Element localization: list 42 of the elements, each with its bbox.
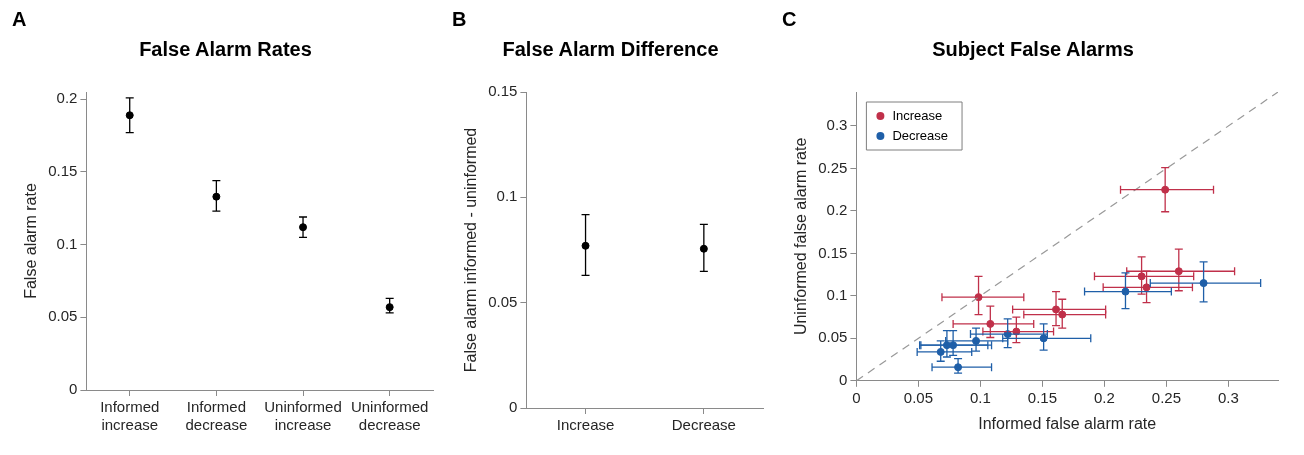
chart-title: False Alarm Rates — [139, 37, 312, 60]
y-tick-label: 0.2 — [826, 201, 848, 219]
x-tick-label: Decrease — [671, 416, 736, 434]
x-tick-label: Informed increase — [100, 398, 160, 434]
y-tick-label: 0.05 — [818, 328, 848, 346]
y-axis-title: Uninformed false alarm rate — [792, 137, 810, 336]
y-axis-title: False alarm rate — [22, 183, 40, 299]
x-tick-label: 0.1 — [969, 388, 991, 406]
y-tick-label: 0.05 — [48, 307, 78, 325]
x-tick-label: Uninformed decrease — [350, 398, 429, 434]
x-tick-label: Informed decrease — [185, 398, 248, 434]
legend-label: Increase — [892, 107, 943, 123]
y-tick-label: 0.2 — [56, 89, 78, 107]
point — [125, 111, 134, 120]
y-tick-label: 0.15 — [488, 82, 518, 100]
y-tick-label: 0.25 — [818, 158, 848, 176]
x-tick-label: Uninformed increase — [264, 398, 342, 434]
x-tick-label: 0 — [852, 388, 861, 406]
y-axis-title: False alarm informed - uninformed — [462, 127, 480, 373]
x-axis-title: Informed false alarm rate — [978, 414, 1157, 432]
point — [212, 192, 221, 201]
text: C — [782, 8, 797, 31]
chart-title: Subject False Alarms — [932, 37, 1134, 60]
chart-title: False Alarm Difference — [502, 37, 719, 60]
y-tick-label: 0 — [839, 370, 848, 388]
y-tick-label: 0.15 — [818, 243, 848, 261]
x-tick-label: 0.3 — [1217, 388, 1239, 406]
y-tick-label: 0.3 — [826, 116, 848, 134]
y-tick-label: 0.15 — [48, 162, 78, 180]
text: A — [12, 8, 27, 31]
y-tick-label: 0.1 — [56, 234, 78, 252]
y-tick-label: 0.1 — [496, 187, 518, 205]
y-tick-label: 0.1 — [826, 286, 848, 303]
x-tick-label: 0.15 — [1027, 388, 1057, 406]
x-tick-label: 0.05 — [903, 388, 933, 406]
x-tick-label: Increase — [556, 416, 615, 434]
point — [385, 303, 394, 312]
x-tick-label: 0.25 — [1151, 388, 1181, 406]
text: B — [452, 8, 467, 31]
y-tick-label: 0.05 — [488, 292, 518, 310]
legend-label: Decrease — [892, 127, 949, 143]
x-tick-label: 0.2 — [1093, 388, 1115, 406]
